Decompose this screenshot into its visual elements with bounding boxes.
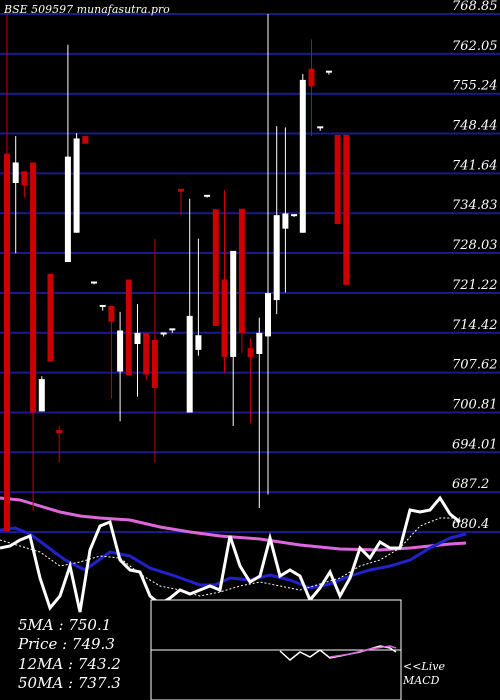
candle-body bbox=[160, 332, 167, 335]
candle-body bbox=[212, 209, 219, 326]
y-tick-label: 694.01 bbox=[452, 437, 498, 452]
candle-body bbox=[56, 430, 63, 434]
candle-body bbox=[204, 194, 211, 197]
y-tick-label: 748.44 bbox=[452, 119, 498, 134]
candle-body bbox=[299, 79, 306, 233]
moving-average-lines bbox=[0, 495, 467, 613]
y-tick-label: 768.85 bbox=[452, 0, 498, 14]
y-tick-label: 728.03 bbox=[452, 238, 498, 253]
y-tick-label: 714.42 bbox=[452, 318, 498, 333]
candle-body bbox=[73, 138, 80, 233]
y-tick-label: 680.4 bbox=[452, 517, 489, 532]
candle-body bbox=[12, 162, 19, 183]
candle-body bbox=[256, 332, 263, 354]
y-tick-label: 741.64 bbox=[452, 158, 498, 173]
chart-title: BSE 509597 munafasutra.pro bbox=[3, 3, 170, 16]
candle-body bbox=[230, 250, 237, 357]
y-tick-label: 762.05 bbox=[452, 39, 498, 54]
candle-body bbox=[108, 305, 115, 322]
live-macd-label: <<Live bbox=[403, 660, 445, 673]
ma-readout-row: Price : 749.3 bbox=[17, 635, 115, 653]
y-tick-label: 700.81 bbox=[452, 397, 498, 412]
candle-body bbox=[282, 213, 289, 229]
candle-body bbox=[195, 335, 202, 350]
candle-body bbox=[99, 304, 106, 307]
candle-body bbox=[221, 279, 228, 357]
candle-body bbox=[38, 379, 45, 412]
candle-body bbox=[265, 293, 271, 337]
candle-body bbox=[247, 348, 254, 357]
candle-body bbox=[134, 332, 141, 345]
candle-body bbox=[4, 153, 10, 532]
candle-body bbox=[325, 70, 332, 73]
candle-body bbox=[21, 171, 28, 186]
y-tick-label: 707.62 bbox=[452, 358, 498, 373]
candle-body bbox=[186, 315, 193, 413]
ma-mid-line bbox=[0, 526, 467, 590]
candle-body bbox=[273, 215, 280, 301]
y-tick-label: 734.83 bbox=[452, 198, 498, 213]
candle-body bbox=[291, 214, 298, 217]
candle-body bbox=[308, 68, 315, 87]
candle-body bbox=[64, 156, 71, 263]
macd-signal-line bbox=[329, 645, 397, 658]
y-axis-ticks: 768.85 762.05 755.24 748.44 741.64 734.83 728.… bbox=[452, 0, 498, 532]
candle-body bbox=[47, 273, 54, 362]
ma-readout-row: 50MA : 737.3 bbox=[18, 674, 121, 692]
price-line bbox=[0, 495, 461, 613]
candles bbox=[4, 14, 350, 532]
candle-body bbox=[317, 126, 324, 129]
y-tick-label: 755.24 bbox=[452, 79, 498, 94]
candle-body bbox=[334, 134, 341, 224]
y-tick-label: 687.2 bbox=[452, 477, 489, 492]
ma-readout-row: 5MA : 750.1 bbox=[18, 616, 111, 634]
candle-body bbox=[169, 328, 176, 331]
candle-body bbox=[178, 188, 184, 192]
candle-body bbox=[91, 281, 97, 284]
candle-body bbox=[125, 279, 132, 376]
candle-body bbox=[343, 134, 350, 285]
candle-body bbox=[117, 330, 124, 372]
ma-fast-dotted-line bbox=[0, 517, 460, 597]
y-tick-label: 721.22 bbox=[452, 278, 498, 293]
ma-slow-line bbox=[0, 496, 467, 552]
candle-body bbox=[82, 136, 89, 144]
macd-panel bbox=[150, 599, 402, 700]
candle-body bbox=[151, 339, 158, 388]
candle-body bbox=[143, 332, 150, 375]
grid-lines bbox=[0, 13, 500, 533]
live-macd-label-2: MACD bbox=[402, 674, 440, 687]
ma-readout-row: 12MA : 743.2 bbox=[18, 655, 121, 673]
candle-body bbox=[30, 162, 37, 413]
candle-body bbox=[238, 208, 245, 333]
